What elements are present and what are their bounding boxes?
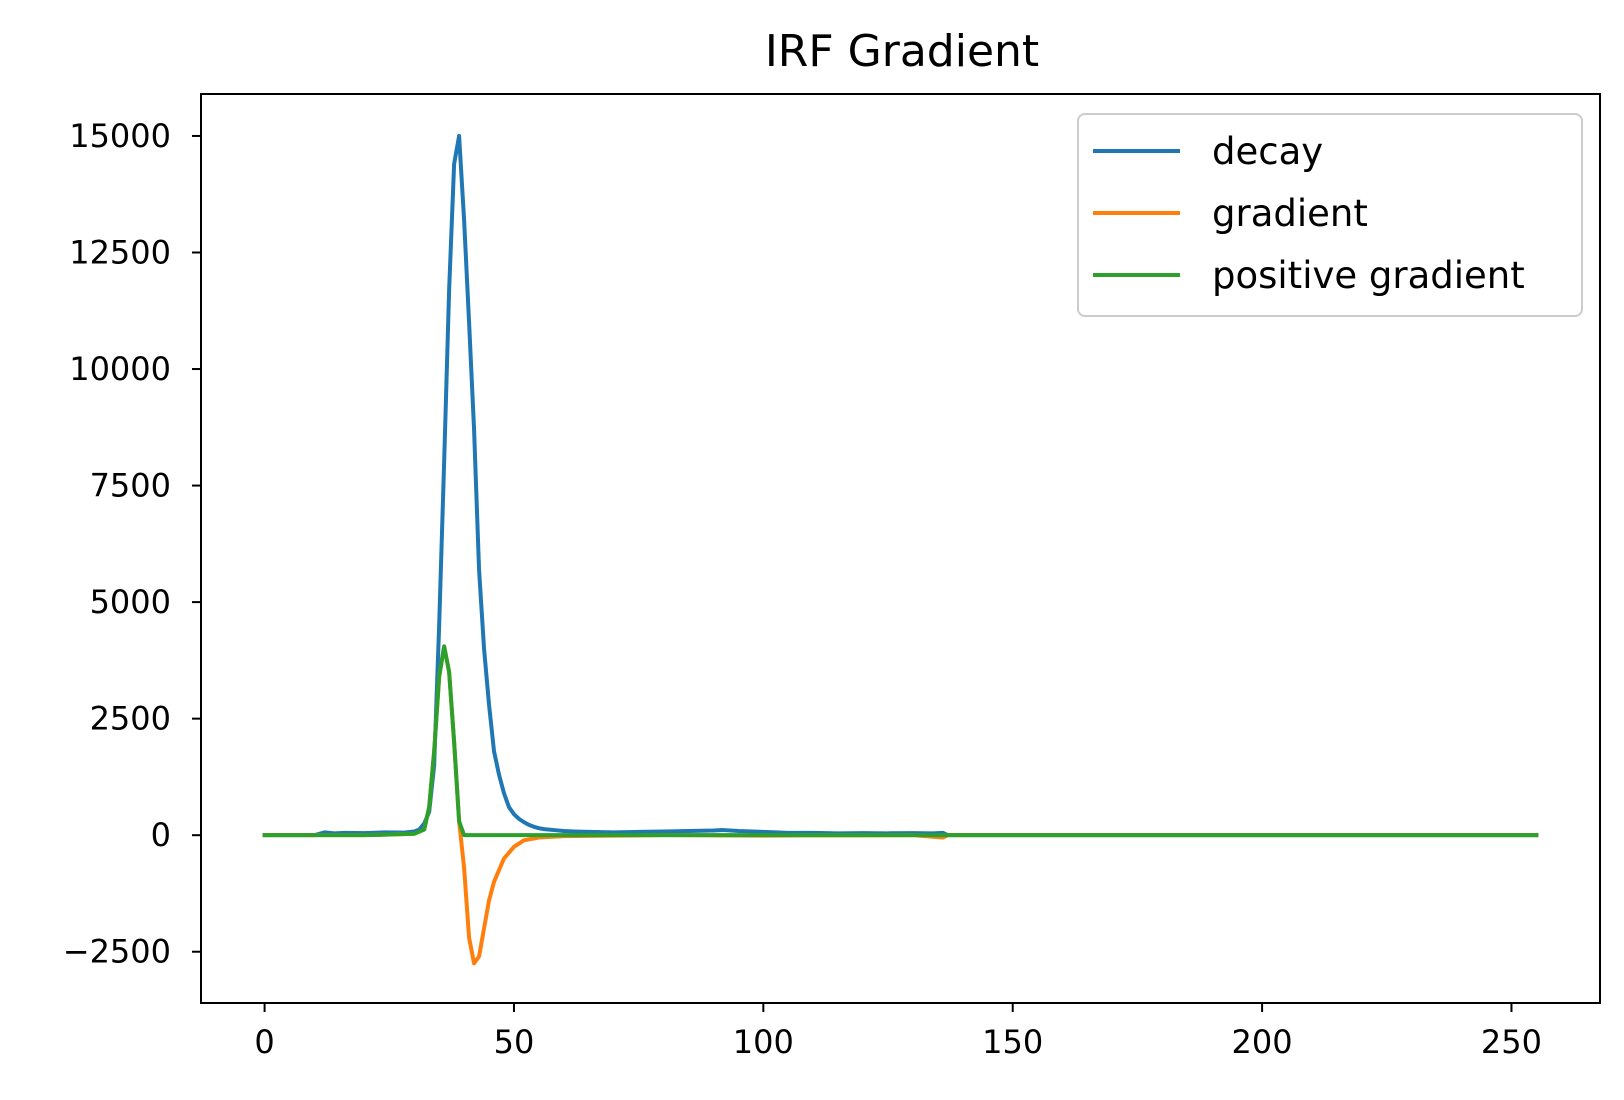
y-tick-label: 0 (151, 816, 171, 854)
y-tick-label: 5000 (90, 583, 171, 621)
ticks-layer: 0 50 100 150 200 250 −2500 0 2500 5000 7500 10000 12… (63, 117, 1542, 1061)
legend-label: gradient (1212, 192, 1368, 235)
legend: decay gradient positive gradient (1077, 113, 1583, 317)
legend-label: decay (1212, 130, 1323, 173)
series-layer (262, 133, 1539, 966)
legend-box (1077, 113, 1583, 317)
y-tick-label: 10000 (69, 350, 171, 388)
x-tick-label: 150 (982, 1023, 1043, 1061)
series-line-positive-gradient (262, 644, 1539, 838)
x-tick-label: 250 (1481, 1023, 1542, 1061)
chart-title: IRF Gradient (765, 26, 1039, 77)
plot-frame (200, 93, 1601, 1004)
x-tick-label: 200 (1232, 1023, 1293, 1061)
y-tick-label: −2500 (63, 933, 171, 971)
y-tick-label: 15000 (69, 117, 171, 155)
y-tick-label: 2500 (90, 700, 171, 738)
x-tick-label: 0 (254, 1023, 274, 1061)
y-tick-label: 12500 (69, 233, 171, 271)
y-tick-label: 7500 (90, 467, 171, 505)
x-tick-label: 100 (733, 1023, 794, 1061)
legend-label: positive gradient (1212, 254, 1525, 297)
x-tick-label: 50 (494, 1023, 535, 1061)
